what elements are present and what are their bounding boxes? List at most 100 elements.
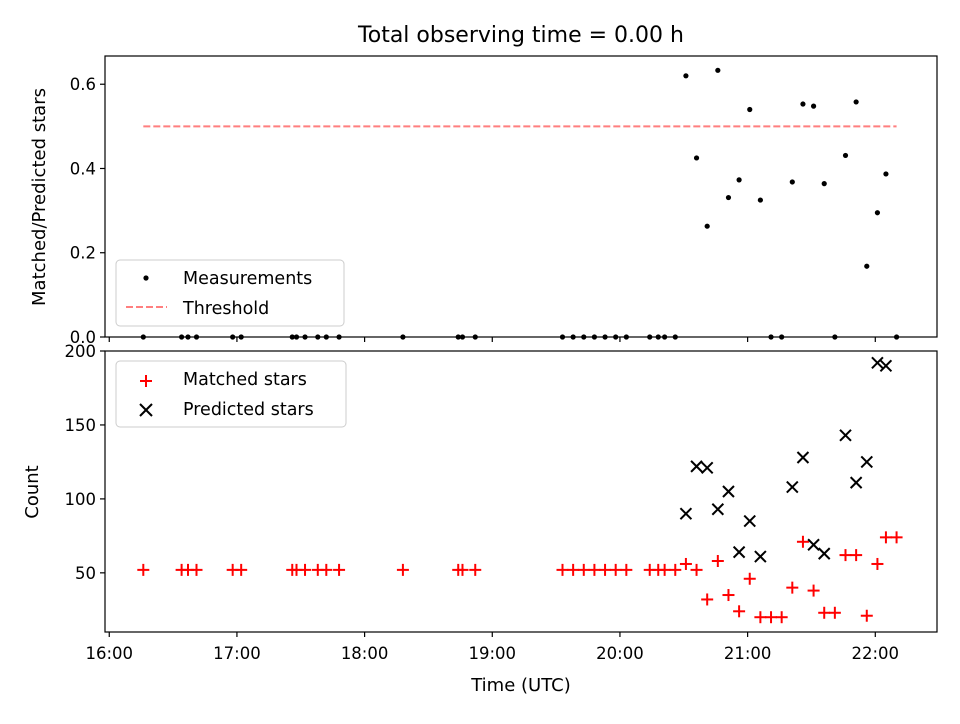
bottom-ytick-label: 100 [65, 490, 97, 509]
matched-star-point [679, 557, 692, 570]
predicted-star-point [786, 480, 799, 494]
matched-star-point [469, 563, 482, 576]
bottom-legend-box [115, 360, 347, 428]
legend-matched-marker [140, 375, 152, 387]
matched-star-point [320, 563, 333, 576]
measurement-point [693, 155, 700, 161]
measurement-point [140, 334, 146, 340]
predicted-star-point [839, 429, 852, 442]
matched-star-point [722, 589, 735, 602]
bottom-xtick-label: 16:00 [85, 644, 133, 663]
predicted-star-point [879, 359, 893, 372]
predicted-star-point [796, 451, 810, 464]
matched-star-point [137, 563, 150, 576]
measurement-point [864, 263, 870, 269]
bottom-axes-frame [104, 350, 938, 633]
predicted-star-point [690, 460, 703, 473]
matched-star-point [396, 563, 409, 576]
predicted-star-point [700, 461, 714, 475]
legend-measurements-label: Measurements [183, 269, 312, 289]
top-ytick-label: 0.0 [70, 328, 96, 347]
bottom-xtick-label: 22:00 [852, 644, 900, 663]
matched-star-point [786, 581, 799, 594]
matched-star-point [235, 563, 248, 576]
measurement-point [747, 106, 753, 113]
measurement-point [559, 334, 566, 340]
matched-star-point [818, 606, 831, 619]
matched-star-point [860, 609, 873, 622]
measurement-point [315, 334, 321, 340]
bottom-ytick-label: 150 [65, 416, 97, 435]
measurement-point [842, 152, 849, 159]
top-ytick-label: 0.4 [70, 159, 96, 178]
predicted-star-point [754, 550, 767, 563]
measurement-point [647, 334, 653, 340]
legend-predicted-label: Predicted stars [183, 400, 314, 420]
measurement-point [193, 334, 200, 340]
matched-star-point [456, 563, 469, 576]
measurement-point [832, 334, 838, 340]
measurement-point [591, 334, 598, 340]
predicted-star-point [818, 547, 831, 560]
bottom-legend: Matched stars Predicted stars [115, 360, 347, 428]
measurement-point [779, 334, 785, 340]
bottom-xtick-label: 21:00 [724, 644, 772, 663]
matched-star-point [796, 535, 809, 548]
measurement-point [800, 101, 806, 107]
matched-star-point [850, 549, 863, 562]
matched-star-point [669, 563, 682, 576]
measurement-point [623, 334, 629, 340]
matched-star-point [599, 563, 612, 576]
matched-star-point [701, 593, 714, 606]
measurement-point [230, 334, 236, 340]
measurement-point [789, 179, 795, 185]
matched-star-point [577, 563, 590, 576]
bottom-ytick-label: 50 [75, 564, 96, 583]
measurement-point [704, 223, 710, 229]
bottom-y-axis-label: Count [22, 465, 43, 518]
top-y-axis-label: Matched/Predicted stars [29, 88, 50, 306]
measurement-point [655, 334, 661, 340]
measurement-point [602, 334, 608, 340]
matched-star-point [743, 572, 756, 585]
matched-star-point [620, 563, 633, 576]
measurement-point [672, 334, 678, 340]
measurement-point [683, 73, 689, 79]
predicted-star-point [732, 545, 746, 559]
predicted-star-point [711, 503, 725, 516]
matched-star-point [588, 563, 601, 576]
measurement-point [725, 194, 732, 201]
measurement-point [293, 334, 300, 340]
predicted-star-point [849, 476, 863, 489]
bottom-xtick-label: 18:00 [341, 644, 389, 663]
measurement-point [821, 181, 827, 187]
top-ytick-label: 0.6 [70, 75, 96, 94]
measurement-point [883, 171, 889, 177]
matched-star-point [190, 563, 203, 576]
measurement-point [336, 334, 342, 340]
matched-star-point [609, 563, 622, 576]
predicted-star-point [860, 455, 873, 469]
matched-star-point [765, 611, 778, 624]
top-ytick-label: 0.2 [70, 244, 96, 263]
matched-star-point [333, 563, 346, 576]
measurement-point [459, 334, 466, 340]
measurement-point [613, 334, 619, 340]
legend-threshold-label: Threshold [182, 299, 269, 319]
measurement-point [810, 103, 817, 109]
legend-predicted-marker [139, 403, 153, 417]
legend-measurements-marker [143, 275, 149, 281]
matched-star-point [754, 611, 767, 624]
matched-star-point [711, 555, 724, 568]
measurement-point [302, 334, 308, 340]
measurement-point [768, 334, 774, 340]
matched-star-point [890, 531, 903, 544]
top-legend-box [115, 259, 345, 327]
top-axes-frame [104, 55, 938, 338]
top-legend: Measurements Threshold [115, 259, 345, 327]
matched-star-point [775, 611, 788, 624]
measurement-point [455, 334, 461, 340]
matched-star-point [879, 531, 892, 544]
